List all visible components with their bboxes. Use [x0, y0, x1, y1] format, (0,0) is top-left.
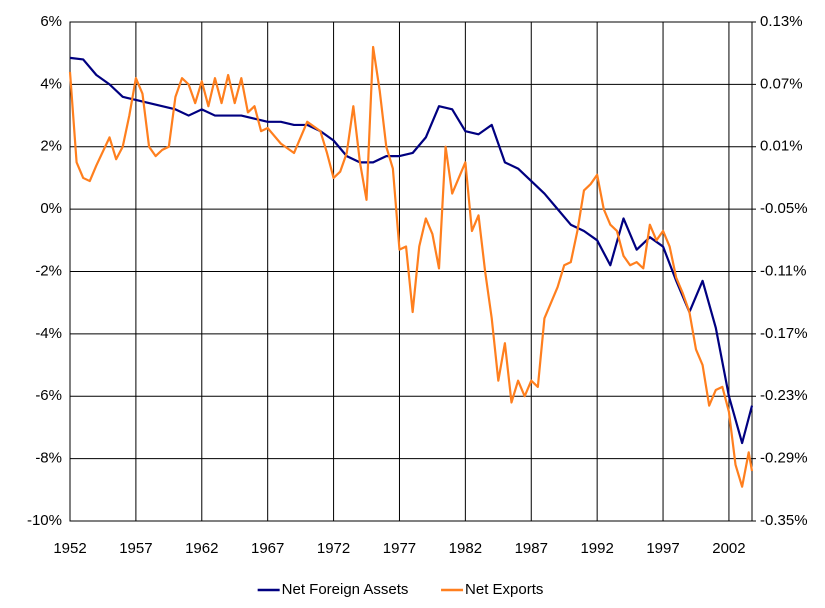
x-tick-label: 2002: [712, 540, 745, 557]
x-tick-label: 1992: [580, 540, 613, 557]
y-tick-label: -4%: [35, 325, 62, 342]
series-line: [69, 56, 754, 445]
legend-label: Net Exports: [465, 581, 543, 598]
x-tick-label: 1977: [383, 540, 416, 557]
y2-tick-label: -0.35%: [760, 512, 808, 529]
y-tick-label: 6%: [40, 13, 62, 30]
y2-tick-label: 0.01%: [760, 138, 803, 155]
series-line: [68, 45, 754, 488]
y2-tick-label: 0.13%: [760, 13, 803, 30]
x-tick-label: 1952: [53, 540, 86, 557]
y2-tick-label: -0.05%: [760, 200, 808, 217]
x-tick-label: 1997: [646, 540, 679, 557]
y-tick-label: 0%: [40, 200, 62, 217]
y-tick-label: -2%: [35, 262, 62, 279]
x-tick-label: 1987: [515, 540, 548, 557]
y-tick-label: -6%: [35, 387, 62, 404]
y-tick-label: 2%: [40, 138, 62, 155]
x-tick-label: 1962: [185, 540, 218, 557]
y2-tick-label: -0.29%: [760, 450, 808, 467]
y2-tick-label: -0.11%: [760, 262, 806, 279]
y2-tick-label: -0.17%: [760, 325, 808, 342]
y-tick-label: -8%: [35, 450, 62, 467]
x-tick-label: 1967: [251, 540, 284, 557]
y2-tick-label: 0.07%: [760, 75, 803, 92]
x-tick-label: 1957: [119, 540, 152, 557]
y2-tick-label: -0.23%: [760, 387, 808, 404]
y-tick-label: 4%: [40, 75, 62, 92]
x-tick-label: 1972: [317, 540, 350, 557]
legend-label: Net Foreign Assets: [282, 581, 409, 598]
y-tick-label: -10%: [27, 512, 62, 529]
x-tick-label: 1982: [449, 540, 482, 557]
